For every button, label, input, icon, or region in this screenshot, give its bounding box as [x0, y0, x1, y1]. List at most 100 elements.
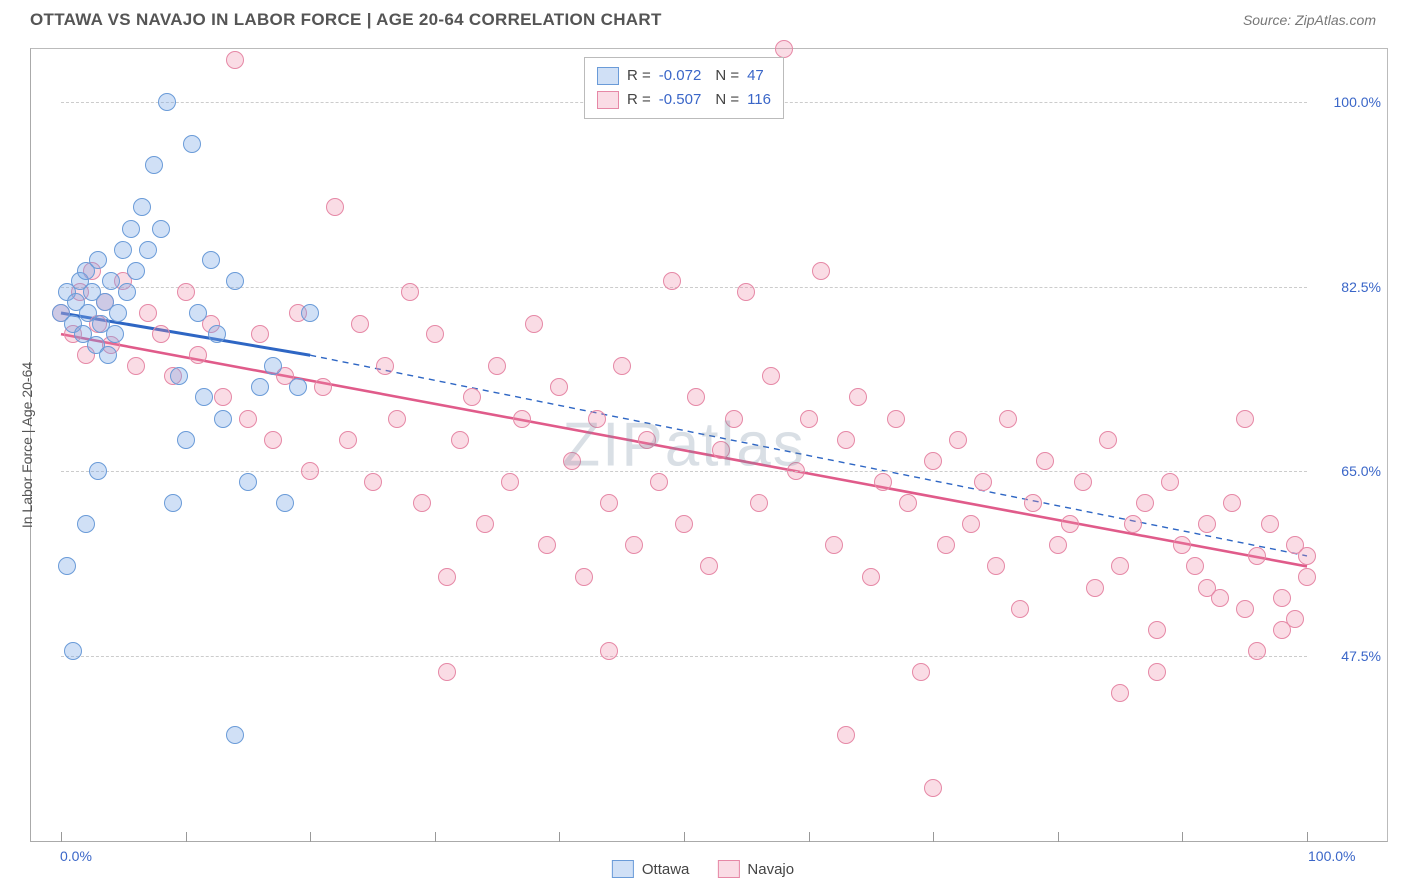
y-axis-title: In Labor Force | Age 20-64: [19, 362, 35, 528]
navajo-point: [314, 378, 332, 396]
navajo-point: [663, 272, 681, 290]
ottawa-point: [139, 241, 157, 259]
r-value: -0.072: [659, 64, 702, 88]
navajo-point: [1136, 494, 1154, 512]
navajo-point: [563, 452, 581, 470]
navajo-point: [388, 410, 406, 428]
navajo-point: [837, 431, 855, 449]
navajo-point: [513, 410, 531, 428]
navajo-point: [438, 568, 456, 586]
navajo-point: [812, 262, 830, 280]
navajo-point: [712, 441, 730, 459]
ottawa-point: [264, 357, 282, 375]
navajo-point: [1011, 600, 1029, 618]
y-tick-label: 65.0%: [1341, 463, 1381, 479]
r-label: R =: [627, 88, 651, 112]
navajo-point: [1049, 536, 1067, 554]
ottawa-point: [289, 378, 307, 396]
navajo-point: [264, 431, 282, 449]
navajo-point: [476, 515, 494, 533]
navajo-point: [899, 494, 917, 512]
legend-label: Navajo: [747, 861, 794, 878]
ottawa-point: [251, 378, 269, 396]
navajo-point: [1248, 642, 1266, 660]
navajo-point: [800, 410, 818, 428]
navajo-point: [737, 283, 755, 301]
ottawa-point: [114, 241, 132, 259]
ottawa-point: [64, 642, 82, 660]
navajo-point: [1273, 589, 1291, 607]
navajo-point: [625, 536, 643, 554]
navajo-point: [214, 388, 232, 406]
navajo-point: [301, 462, 319, 480]
x-tick: [61, 832, 62, 842]
navajo-point: [501, 473, 519, 491]
navajo-point: [575, 568, 593, 586]
navajo-point: [999, 410, 1017, 428]
ottawa-point: [226, 726, 244, 744]
y-tick-label: 47.5%: [1341, 648, 1381, 664]
chart-area: In Labor Force | Age 20-64 ZIPatlas R =-…: [30, 48, 1388, 842]
y-tick-label: 100.0%: [1334, 94, 1381, 110]
navajo-point: [251, 325, 269, 343]
navajo-point: [438, 663, 456, 681]
legend-swatch: [597, 91, 619, 109]
navajo-point: [226, 51, 244, 69]
navajo-point: [351, 315, 369, 333]
navajo-point: [912, 663, 930, 681]
navajo-point: [401, 283, 419, 301]
y-tick-label: 82.5%: [1341, 279, 1381, 295]
x-tick: [559, 832, 560, 842]
ottawa-point: [226, 272, 244, 290]
navajo-point: [937, 536, 955, 554]
navajo-point: [1161, 473, 1179, 491]
x-tick: [1307, 832, 1308, 842]
navajo-point: [1111, 557, 1129, 575]
legend-series: Ottawa Navajo: [612, 860, 794, 878]
navajo-point: [1148, 621, 1166, 639]
legend-label: Ottawa: [642, 861, 690, 878]
source-attribution: Source: ZipAtlas.com: [1243, 12, 1376, 28]
r-value: -0.507: [659, 88, 702, 112]
navajo-point: [588, 410, 606, 428]
navajo-point: [1111, 684, 1129, 702]
navajo-point: [1061, 515, 1079, 533]
navajo-point: [525, 315, 543, 333]
navajo-point: [1186, 557, 1204, 575]
ottawa-point: [202, 251, 220, 269]
ottawa-point: [170, 367, 188, 385]
navajo-point: [1248, 547, 1266, 565]
navajo-point: [924, 452, 942, 470]
navajo-point: [1236, 600, 1254, 618]
navajo-point: [1223, 494, 1241, 512]
legend-stat-row: R =-0.072N =47: [597, 64, 771, 88]
navajo-point: [974, 473, 992, 491]
navajo-point: [837, 726, 855, 744]
navajo-point: [762, 367, 780, 385]
navajo-point: [887, 410, 905, 428]
legend-stats: R =-0.072N =47R =-0.507N =116: [584, 57, 784, 119]
x-tick: [809, 832, 810, 842]
navajo-point: [1198, 579, 1216, 597]
navajo-point: [613, 357, 631, 375]
ottawa-point: [183, 135, 201, 153]
x-tick: [684, 832, 685, 842]
ottawa-point: [106, 325, 124, 343]
ottawa-point: [276, 494, 294, 512]
navajo-point: [987, 557, 1005, 575]
x-tick: [1182, 832, 1183, 842]
ottawa-point: [102, 272, 120, 290]
legend-swatch: [717, 860, 739, 878]
ottawa-point: [152, 220, 170, 238]
navajo-point: [949, 431, 967, 449]
chart-title: OTTAWA VS NAVAJO IN LABOR FORCE | AGE 20…: [30, 10, 662, 30]
n-label: N =: [715, 64, 739, 88]
navajo-point: [700, 557, 718, 575]
ottawa-point: [301, 304, 319, 322]
x-tick: [933, 832, 934, 842]
legend-item: Ottawa: [612, 860, 690, 878]
navajo-point: [750, 494, 768, 512]
x-tick: [435, 832, 436, 842]
navajo-point: [1124, 515, 1142, 533]
n-value: 47: [747, 64, 764, 88]
